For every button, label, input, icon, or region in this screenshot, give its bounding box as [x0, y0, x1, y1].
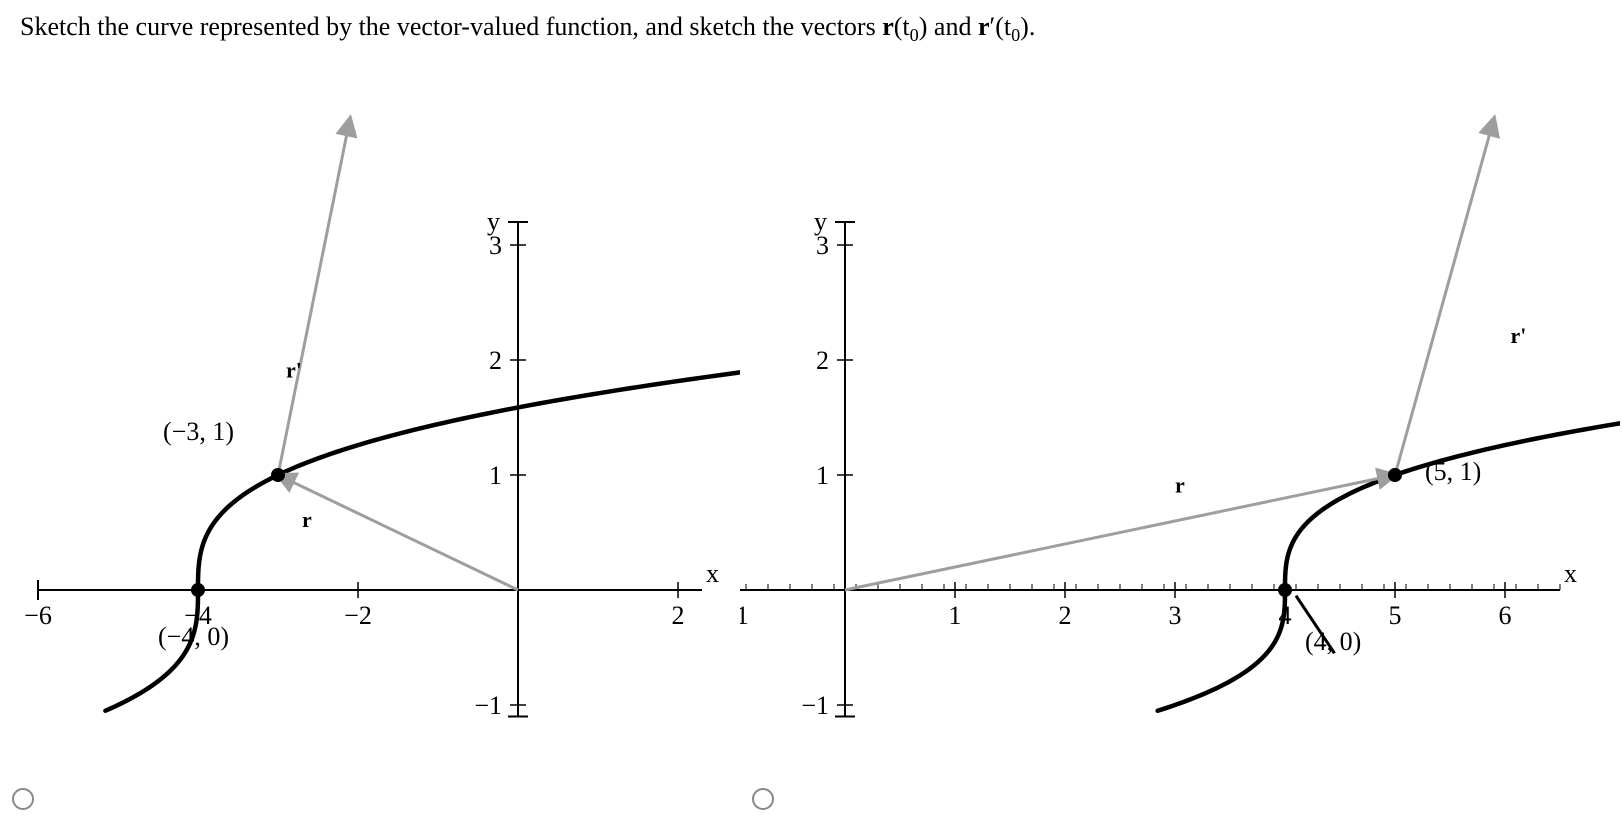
prompt-t0a: (t: [894, 12, 910, 41]
svg-text:r': r': [1511, 323, 1527, 348]
svg-text:r: r: [1175, 472, 1185, 497]
svg-text:−1: −1: [474, 691, 502, 720]
svg-text:r: r: [302, 507, 312, 532]
plot-left-wrap: −6−4−22x−1123yrr'(−3, 1)(−4, 0): [0, 60, 740, 820]
plots-row: −6−4−22x−1123yrr'(−3, 1)(−4, 0) −1123456…: [0, 60, 1622, 820]
svg-text:3: 3: [1169, 601, 1182, 630]
prompt-prefix: Sketch the curve represented by the vect…: [20, 12, 882, 41]
svg-text:−1: −1: [740, 601, 749, 630]
prompt-t0d: ).: [1020, 12, 1035, 41]
svg-text:(4, 0): (4, 0): [1305, 627, 1361, 656]
svg-text:y: y: [814, 207, 827, 236]
prompt-sub0b: 0: [1011, 25, 1020, 45]
svg-text:2: 2: [1059, 601, 1072, 630]
svg-text:(5, 1): (5, 1): [1425, 457, 1481, 486]
svg-text:5: 5: [1389, 601, 1402, 630]
prompt-sub0a: 0: [910, 25, 919, 45]
answer-choice-radio-left[interactable]: [12, 788, 34, 810]
prompt-t0c: (t: [995, 12, 1011, 41]
svg-text:2: 2: [672, 601, 685, 630]
svg-text:1: 1: [489, 461, 502, 490]
question-prompt: Sketch the curve represented by the vect…: [20, 12, 1035, 46]
prompt-rp: r: [978, 12, 990, 41]
prompt-r: r: [882, 12, 894, 41]
svg-text:r': r': [286, 357, 302, 382]
svg-text:6: 6: [1499, 601, 1512, 630]
svg-text:2: 2: [816, 346, 829, 375]
plot-right-wrap: −1123456x−1123yrr'(5, 1)(4, 0): [740, 60, 1622, 820]
svg-text:2: 2: [489, 346, 502, 375]
plot-left: −6−4−22x−1123yrr'(−3, 1)(−4, 0): [0, 60, 740, 820]
svg-text:(−4, 0): (−4, 0): [158, 622, 229, 651]
svg-text:−6: −6: [24, 601, 52, 630]
svg-text:x: x: [706, 559, 719, 588]
svg-text:(−3, 1): (−3, 1): [163, 417, 234, 446]
svg-text:1: 1: [949, 601, 962, 630]
svg-text:1: 1: [816, 461, 829, 490]
answer-choice-radio-right[interactable]: [752, 788, 774, 810]
svg-text:−2: −2: [344, 601, 372, 630]
svg-text:x: x: [1564, 559, 1577, 588]
svg-text:−1: −1: [801, 691, 829, 720]
prompt-and: and: [927, 12, 978, 41]
plot-right: −1123456x−1123yrr'(5, 1)(4, 0): [740, 60, 1620, 820]
svg-text:y: y: [487, 207, 500, 236]
